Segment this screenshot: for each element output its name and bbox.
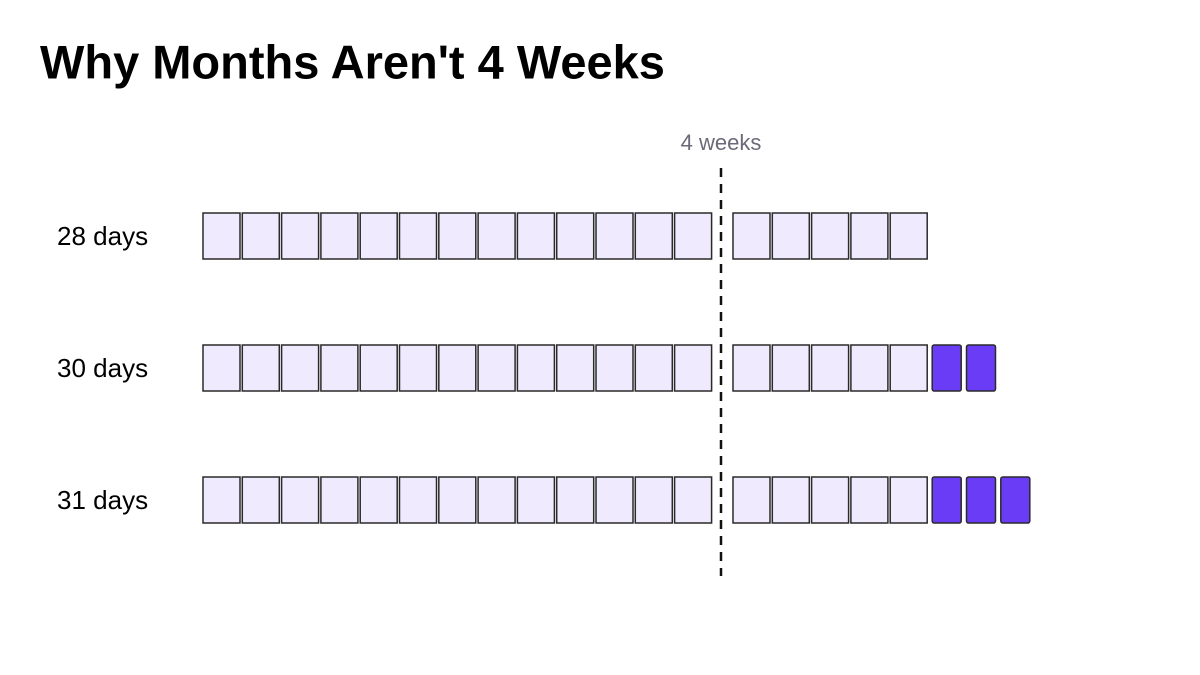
day-boxes xyxy=(202,344,928,392)
extra-day-boxes xyxy=(931,344,997,392)
day-box xyxy=(595,476,634,524)
day-box xyxy=(477,344,516,392)
day-box xyxy=(673,344,713,392)
day-box xyxy=(634,476,674,524)
day-box xyxy=(241,344,281,392)
day-box xyxy=(438,476,477,524)
extra-day-box xyxy=(931,344,962,392)
day-box xyxy=(516,344,556,392)
day-boxes xyxy=(202,476,928,524)
day-box xyxy=(673,476,713,524)
day-box xyxy=(320,476,359,524)
divider-label: 4 weeks xyxy=(681,130,762,155)
day-box xyxy=(202,212,241,260)
row-label: 30 days xyxy=(57,353,148,383)
extra-day-box xyxy=(965,344,997,392)
day-box xyxy=(771,344,811,392)
day-box xyxy=(889,344,928,392)
day-box xyxy=(241,476,281,524)
day-box xyxy=(202,476,241,524)
day-boxes xyxy=(202,212,928,260)
day-box xyxy=(398,212,438,260)
day-box xyxy=(280,476,320,524)
day-box xyxy=(771,476,811,524)
day-box xyxy=(241,212,281,260)
day-box xyxy=(477,212,516,260)
day-box xyxy=(398,344,438,392)
day-box xyxy=(732,212,771,260)
row-label: 28 days xyxy=(57,221,148,251)
day-box xyxy=(280,212,320,260)
day-box xyxy=(810,344,850,392)
day-box xyxy=(359,212,398,260)
day-box xyxy=(516,212,556,260)
extra-day-box xyxy=(931,476,962,524)
day-box xyxy=(555,344,595,392)
title: Why Months Aren't 4 Weeks xyxy=(40,35,665,88)
day-box xyxy=(438,212,477,260)
day-box xyxy=(359,344,398,392)
day-box xyxy=(516,476,556,524)
day-box xyxy=(280,344,320,392)
day-box xyxy=(634,344,674,392)
day-box xyxy=(555,476,595,524)
day-box xyxy=(555,212,595,260)
day-box xyxy=(359,476,398,524)
day-box xyxy=(732,476,771,524)
day-box xyxy=(732,344,771,392)
day-box xyxy=(320,344,359,392)
day-box xyxy=(202,344,241,392)
day-box xyxy=(889,476,928,524)
day-box xyxy=(850,344,889,392)
row-label: 31 days xyxy=(57,485,148,515)
day-box xyxy=(850,476,889,524)
day-box xyxy=(634,212,674,260)
extra-day-box xyxy=(1000,476,1031,524)
day-box xyxy=(398,476,438,524)
day-box xyxy=(673,212,713,260)
day-box xyxy=(889,212,928,260)
extra-day-box xyxy=(965,476,997,524)
day-box xyxy=(810,212,850,260)
day-box xyxy=(477,476,516,524)
day-box xyxy=(595,212,634,260)
day-box xyxy=(850,212,889,260)
day-box xyxy=(771,212,811,260)
day-box xyxy=(595,344,634,392)
day-box xyxy=(320,212,359,260)
extra-day-boxes xyxy=(931,476,1031,524)
day-box xyxy=(438,344,477,392)
day-box xyxy=(810,476,850,524)
